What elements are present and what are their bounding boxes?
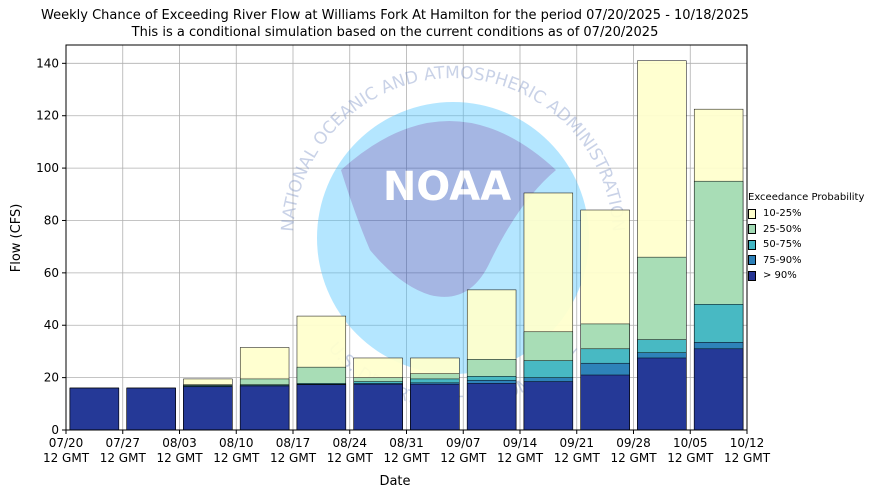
legend-title: Exceedance Probability (748, 192, 865, 203)
legend-label: 75-90% (763, 254, 802, 266)
y-tick-label: 60 (44, 266, 59, 280)
y-tick-label: 100 (36, 161, 59, 175)
x-tick-label: 09/28 12 GMT (610, 436, 657, 465)
axes: 07/20 12 GMT 07/27 12 GMT 08/03 12 GMT 08/10 12… (36, 56, 771, 465)
x-tick-label: 10/12 12 GMT (724, 436, 771, 465)
x-tick-label: 09/21 12 GMT (554, 436, 601, 465)
y-tick-label: 40 (44, 318, 59, 332)
legend-label: > 90% (763, 270, 797, 282)
bars (69, 60, 744, 430)
bar-segment (69, 387, 120, 430)
legend-label: 50-75% (763, 239, 802, 251)
bar-segment (580, 374, 630, 430)
bar-segment (410, 383, 460, 430)
chart-subtitle: This is a conditional simulation based o… (131, 25, 659, 40)
legend-label: 10-25% (763, 208, 802, 220)
x-tick-label: 07/27 12 GMT (100, 436, 147, 465)
y-tick-label: 0 (51, 423, 59, 437)
legend-swatch (748, 239, 756, 250)
x-tick-label: 08/03 12 GMT (156, 436, 203, 465)
legend-item: > 90% (748, 268, 864, 284)
bar-segment (126, 387, 176, 430)
y-tick-label: 80 (44, 213, 59, 227)
x-tick-label: 10/05 12 GMT (667, 436, 714, 465)
legend: Exceedance Probability 10-25% 25-50% 50-75… (748, 192, 864, 284)
x-tick-label: 08/24 12 GMT (327, 436, 374, 465)
legend-item: 75-90% (748, 253, 864, 269)
legend-swatch (748, 208, 756, 219)
x-tick-label: 07/20 12 GMT (43, 436, 90, 465)
bar-segment (183, 386, 233, 430)
bar-segment (637, 357, 687, 430)
x-tick-label: 09/14 12 GMT (497, 436, 544, 465)
legend-item: 10-25% (748, 206, 864, 222)
legend-item: 25-50% (748, 222, 864, 238)
legend-swatch (748, 270, 756, 281)
legend-swatch (748, 224, 756, 235)
y-tick-label: 20 (44, 371, 59, 385)
noaa-logo-text: NOAA (383, 164, 511, 210)
legend-label: 25-50% (763, 223, 802, 235)
bar-segment (693, 348, 744, 430)
bar-segment (353, 383, 403, 430)
bar-segment (466, 383, 517, 430)
bar-segment (523, 381, 574, 430)
gridlines (65, 45, 748, 431)
bar-segment (239, 385, 290, 430)
x-tick-label: 08/10 12 GMT (213, 436, 260, 465)
chart-title: Weekly Chance of Exceeding River Flow at… (41, 8, 749, 23)
y-axis-label: Flow (CFS) (9, 204, 24, 273)
x-tick-label: 08/31 12 GMT (383, 436, 430, 465)
bar-segment (296, 384, 347, 430)
y-tick-label: 120 (36, 109, 59, 123)
y-tick-label: 140 (36, 56, 59, 70)
x-tick-label: 08/17 12 GMT (270, 436, 317, 465)
x-axis-label: Date (379, 474, 410, 489)
noaa-globe (317, 102, 589, 374)
noaa-bird (341, 121, 556, 297)
legend-item: 50-75% (748, 237, 864, 253)
x-tick-label: 09/07 12 GMT (440, 436, 487, 465)
legend-swatch (748, 255, 756, 266)
